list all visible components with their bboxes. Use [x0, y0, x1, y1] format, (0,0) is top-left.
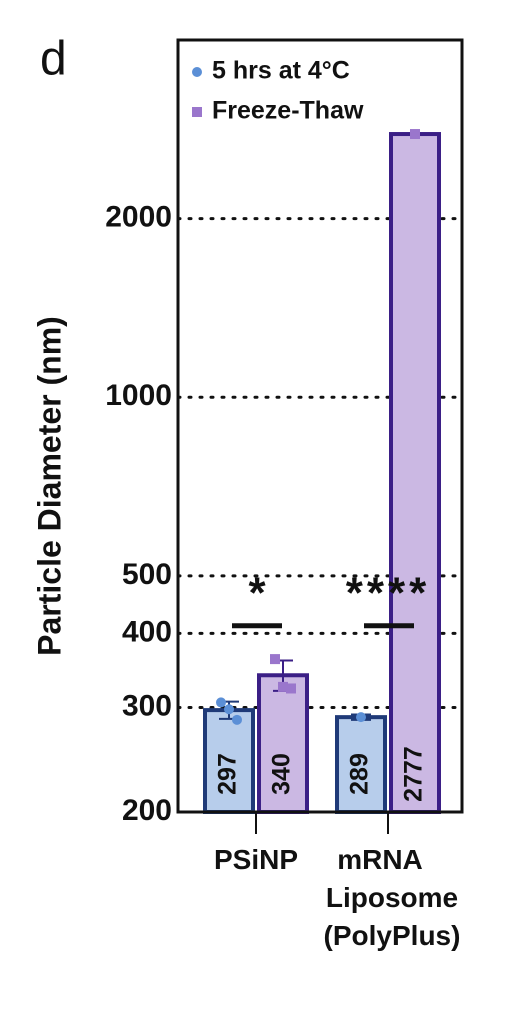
- y-tick-label: 2000: [105, 201, 172, 234]
- y-tick-label: 400: [122, 615, 172, 648]
- legend-label: Freeze-Thaw: [212, 97, 364, 125]
- y-tick-label: 200: [122, 794, 172, 827]
- legend-marker: [192, 107, 202, 117]
- significance-label: *: [248, 568, 266, 617]
- bar: [335, 715, 387, 814]
- y-tick-label: 1000: [105, 379, 172, 412]
- data-point: [216, 697, 226, 708]
- plot-frame: [176, 38, 464, 814]
- value-label: 297: [214, 753, 242, 795]
- significance-label: ****: [346, 568, 431, 617]
- data-point: [278, 681, 288, 692]
- x-tick-label: mRNA Liposome (PolyPlus): [324, 844, 461, 951]
- data-point: [356, 712, 366, 723]
- value-label: 340: [268, 753, 296, 795]
- x-tick-label: PSiNP: [214, 844, 298, 875]
- data-point: [224, 704, 234, 715]
- y-tick-label: 300: [122, 689, 172, 722]
- y-axis-label: Particle Diameter (nm): [31, 316, 67, 656]
- value-label: 289: [346, 753, 374, 795]
- data-point: [232, 714, 242, 725]
- legend-label: 5 hrs at 4°C: [212, 57, 350, 85]
- data-point: [410, 129, 420, 140]
- data-point: [270, 654, 280, 665]
- data-point: [286, 683, 296, 694]
- panel-label: d: [40, 33, 67, 86]
- value-label: 2777: [400, 746, 428, 802]
- legend-marker: [192, 67, 202, 77]
- bar: [389, 132, 441, 815]
- bar: [203, 708, 255, 814]
- y-tick-label: 500: [122, 558, 172, 591]
